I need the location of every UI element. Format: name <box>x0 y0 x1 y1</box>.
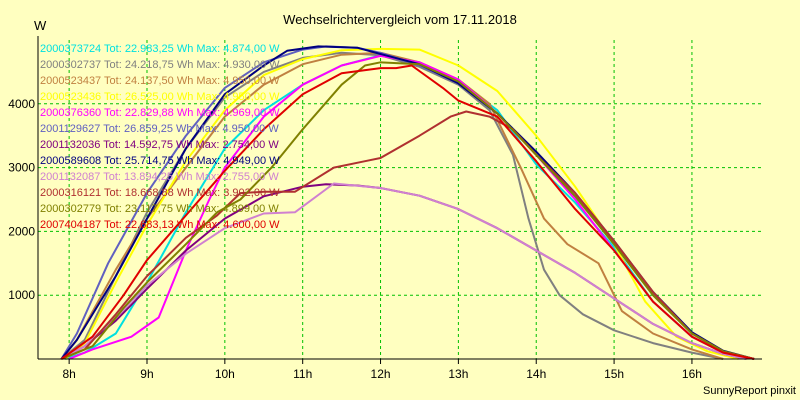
series-line-1 <box>60 51 724 360</box>
x-tick-label-2: 10h <box>215 367 235 381</box>
x-tick-label-6: 14h <box>526 367 546 381</box>
legend-entry-11: 2007404187 Tot: 22.683,13 Wh Max: 4.600,… <box>40 219 280 231</box>
legend-entry-1: 2000302737 Tot: 24.218,75 Wh Max: 4.930,… <box>40 59 280 71</box>
legend-entry-0: 2000373724 Tot: 22.983,25 Wh Max: 4.874,… <box>40 43 280 55</box>
y-axis-label: W <box>34 18 47 33</box>
x-tick-label-4: 12h <box>371 367 391 381</box>
legend: 2000373724 Tot: 22.983,25 Wh Max: 4.874,… <box>40 43 280 231</box>
legend-entry-9: 2000316121 Tot: 18.668,88 Wh Max: 3.902,… <box>40 187 280 199</box>
x-tick-label-1: 9h <box>140 367 153 381</box>
legend-entry-2: 2000523437 Tot: 24.137,50 Wh Max: 4.950,… <box>40 75 280 87</box>
y-tick-label-3: 4000 <box>8 97 35 111</box>
legend-entry-7: 2000589608 Tot: 25.714,75 Wh Max: 4.949,… <box>40 155 280 167</box>
credit-label: SunnyReport pinxit <box>703 385 796 397</box>
grid <box>38 40 762 359</box>
series-line-11 <box>60 64 755 360</box>
x-tick-label-5: 13h <box>448 367 468 381</box>
x-tick-label-8: 16h <box>682 367 702 381</box>
legend-entry-3: 2000523436 Tot: 26.525,00 Wh Max: 4.950,… <box>40 91 280 103</box>
series-lines <box>60 45 755 360</box>
chart-title: Wechselrichtervergleich vom 17.11.2018 <box>283 12 517 27</box>
x-tick-label-7: 15h <box>604 367 624 381</box>
x-tick-label-0: 8h <box>62 367 75 381</box>
y-tick-label-1: 2000 <box>8 224 35 238</box>
x-tick-label-3: 11h <box>293 367 312 381</box>
legend-entry-4: 2000376360 Tot: 22.829,88 Wh Max: 4.969,… <box>40 107 280 119</box>
series-line-8 <box>60 182 747 360</box>
y-tick-label-0: 1000 <box>8 288 35 302</box>
legend-entry-8: 2001132087 Tot: 13.894,25 Wh Max: 2.755,… <box>40 171 279 183</box>
y-tick-label-2: 3000 <box>8 161 35 175</box>
series-line-3 <box>64 47 739 360</box>
legend-entry-6: 2001132036 Tot: 14.592,75 Wh Max: 2.754,… <box>40 139 279 151</box>
series-line-9 <box>61 110 755 360</box>
axes: 8h 9h 10h 11h 12h 13h 14h 15h 16h 1000 2000 3000 400… <box>8 36 762 381</box>
legend-entry-10: 2000302779 Tot: 23.117,75 Wh Max: 4.899,… <box>40 203 279 215</box>
legend-entry-5: 2001129627 Tot: 26.859,25 Wh Max: 4.950,… <box>40 123 279 135</box>
series-line-10 <box>61 61 755 360</box>
